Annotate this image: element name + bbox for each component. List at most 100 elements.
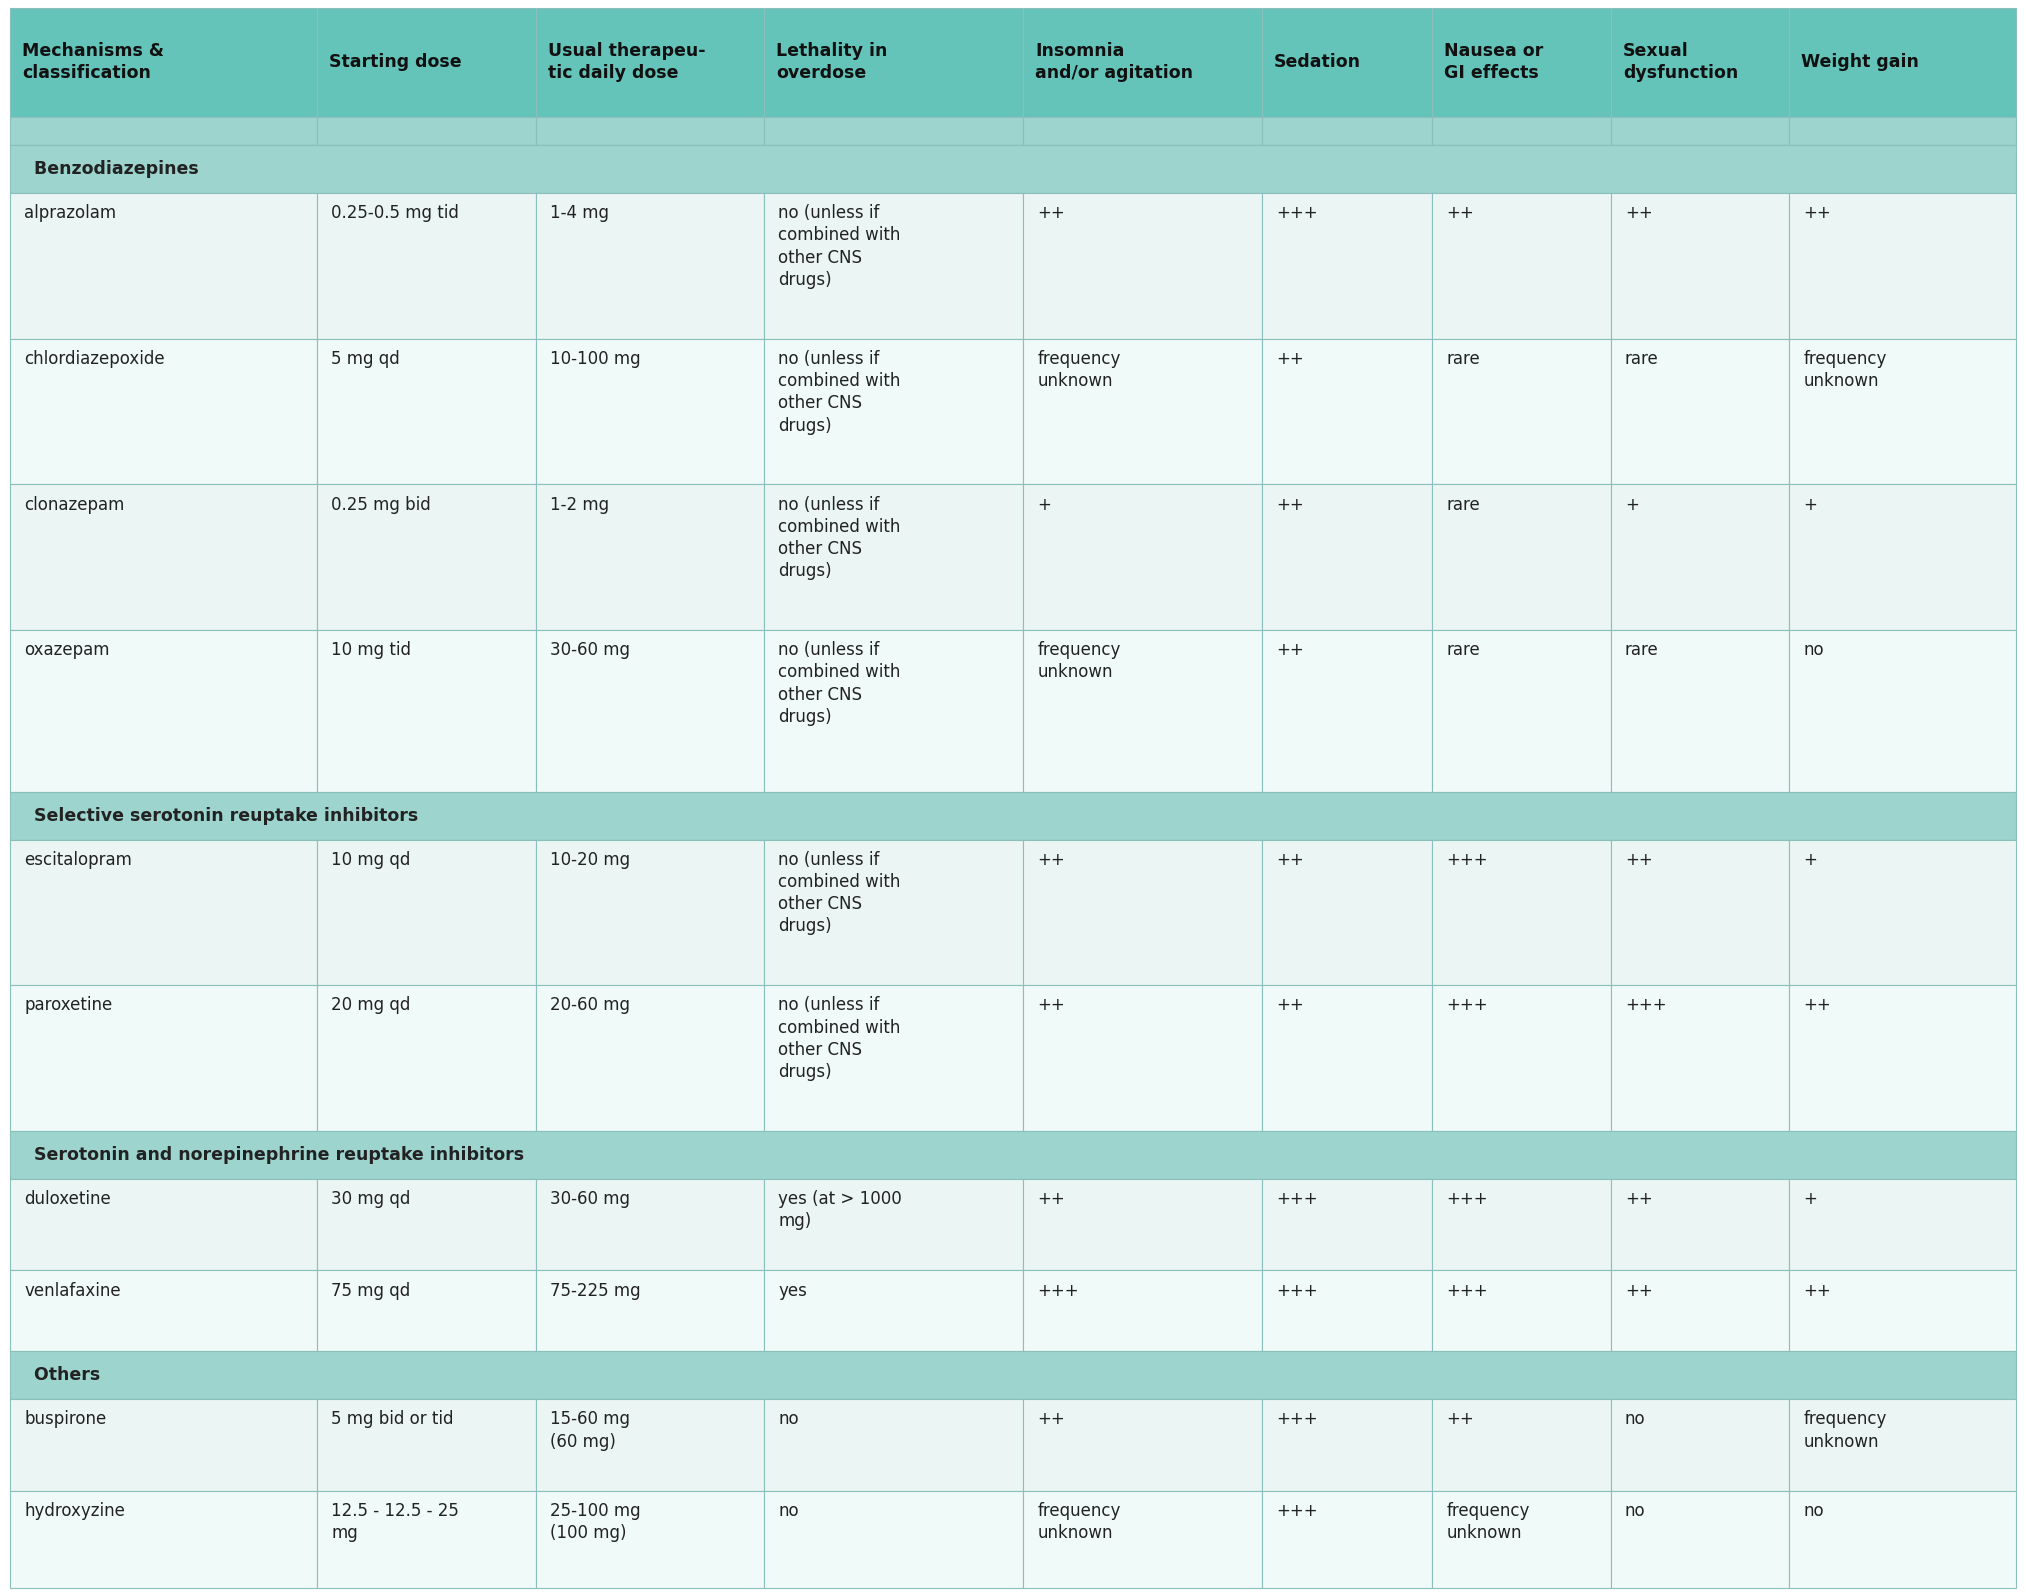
Text: +++: +++	[1276, 204, 1317, 222]
Text: ++: ++	[1037, 1191, 1066, 1208]
Bar	[1023, 484, 1262, 630]
Text: rare: rare	[1625, 350, 1659, 369]
Text: no: no	[1803, 1502, 1823, 1519]
Bar	[1023, 193, 1262, 338]
Text: rare: rare	[1447, 350, 1481, 369]
Bar	[316, 117, 535, 145]
Bar	[1023, 1179, 1262, 1270]
Bar	[1262, 338, 1432, 484]
Bar	[316, 630, 535, 792]
Text: 1-4 mg: 1-4 mg	[549, 204, 610, 222]
Bar	[10, 839, 316, 985]
Text: 0.25 mg bid: 0.25 mg bid	[330, 495, 432, 514]
Bar	[1611, 839, 1789, 985]
Bar	[10, 1352, 2016, 1400]
Text: frequency
unknown: frequency unknown	[1803, 1411, 1886, 1451]
Text: frequency
unknown: frequency unknown	[1037, 642, 1120, 681]
Bar	[764, 484, 1023, 630]
Text: oxazepam: oxazepam	[24, 642, 109, 659]
Bar	[1432, 839, 1611, 985]
Bar	[1262, 117, 1432, 145]
Bar	[316, 8, 535, 117]
Text: +++: +++	[1276, 1411, 1317, 1428]
Bar	[1023, 839, 1262, 985]
Bar	[10, 1132, 2016, 1179]
Text: +: +	[1037, 495, 1051, 514]
Bar	[1789, 117, 2016, 145]
Text: +: +	[1625, 495, 1639, 514]
Bar	[535, 985, 764, 1132]
Bar	[1611, 8, 1789, 117]
Bar	[1262, 8, 1432, 117]
Bar	[1611, 338, 1789, 484]
Text: 75-225 mg: 75-225 mg	[549, 1282, 640, 1299]
Bar	[1789, 484, 2016, 630]
Bar	[1023, 1270, 1262, 1352]
Text: Sexual
dysfunction: Sexual dysfunction	[1623, 41, 1738, 83]
Text: Nausea or
GI effects: Nausea or GI effects	[1445, 41, 1544, 83]
Bar	[764, 1400, 1023, 1491]
Bar	[1023, 1400, 1262, 1491]
Bar	[1789, 1491, 2016, 1588]
Bar	[1789, 338, 2016, 484]
Text: frequency
unknown: frequency unknown	[1037, 1502, 1120, 1542]
Bar	[1432, 1270, 1611, 1352]
Text: Mechanisms &
classification: Mechanisms & classification	[22, 41, 164, 83]
Text: 10-100 mg: 10-100 mg	[549, 350, 640, 369]
Text: 1-2 mg: 1-2 mg	[549, 495, 610, 514]
Bar	[535, 338, 764, 484]
Bar	[1789, 1270, 2016, 1352]
Bar	[1432, 630, 1611, 792]
Text: +: +	[1803, 851, 1817, 868]
Text: Selective serotonin reuptake inhibitors: Selective serotonin reuptake inhibitors	[22, 806, 419, 825]
Text: no: no	[1803, 642, 1823, 659]
Bar	[316, 338, 535, 484]
Text: ++: ++	[1276, 996, 1303, 1015]
Bar	[764, 630, 1023, 792]
Text: +++: +++	[1447, 1282, 1487, 1299]
Bar	[10, 1179, 316, 1270]
Bar	[316, 193, 535, 338]
Text: ++: ++	[1447, 204, 1475, 222]
Text: escitalopram: escitalopram	[24, 851, 132, 868]
Text: frequency
unknown: frequency unknown	[1447, 1502, 1530, 1542]
Text: venlafaxine: venlafaxine	[24, 1282, 122, 1299]
Text: +++: +++	[1276, 1502, 1317, 1519]
Text: 15-60 mg
(60 mg): 15-60 mg (60 mg)	[549, 1411, 630, 1451]
Text: ++: ++	[1625, 851, 1653, 868]
Bar	[1023, 985, 1262, 1132]
Bar	[1023, 1491, 1262, 1588]
Bar	[10, 1400, 316, 1491]
Bar	[764, 1179, 1023, 1270]
Text: yes: yes	[778, 1282, 806, 1299]
Bar	[10, 1491, 316, 1588]
Text: 75 mg qd: 75 mg qd	[330, 1282, 411, 1299]
Bar	[535, 1400, 764, 1491]
Bar	[764, 839, 1023, 985]
Text: +: +	[1803, 1191, 1817, 1208]
Bar	[316, 1270, 535, 1352]
Text: ++: ++	[1276, 851, 1303, 868]
Bar	[316, 839, 535, 985]
Text: no (unless if
combined with
other CNS
drugs): no (unless if combined with other CNS dr…	[778, 495, 902, 579]
Text: +++: +++	[1447, 1191, 1487, 1208]
Text: 10 mg tid: 10 mg tid	[330, 642, 411, 659]
Bar	[535, 630, 764, 792]
Text: frequency
unknown: frequency unknown	[1803, 350, 1886, 389]
Text: Starting dose: Starting dose	[328, 53, 462, 72]
Text: ++: ++	[1625, 1282, 1653, 1299]
Text: Others: Others	[22, 1366, 101, 1384]
Text: 25-100 mg
(100 mg): 25-100 mg (100 mg)	[549, 1502, 640, 1542]
Bar	[1432, 193, 1611, 338]
Bar	[1262, 1179, 1432, 1270]
Bar	[764, 193, 1023, 338]
Text: ++: ++	[1803, 204, 1832, 222]
Text: Usual therapeu-
tic daily dose: Usual therapeu- tic daily dose	[547, 41, 705, 83]
Text: 30-60 mg: 30-60 mg	[549, 642, 630, 659]
Bar	[316, 1179, 535, 1270]
Text: rare: rare	[1625, 642, 1659, 659]
Bar	[764, 1270, 1023, 1352]
Text: 30-60 mg: 30-60 mg	[549, 1191, 630, 1208]
Bar	[1432, 985, 1611, 1132]
Text: no: no	[1625, 1502, 1645, 1519]
